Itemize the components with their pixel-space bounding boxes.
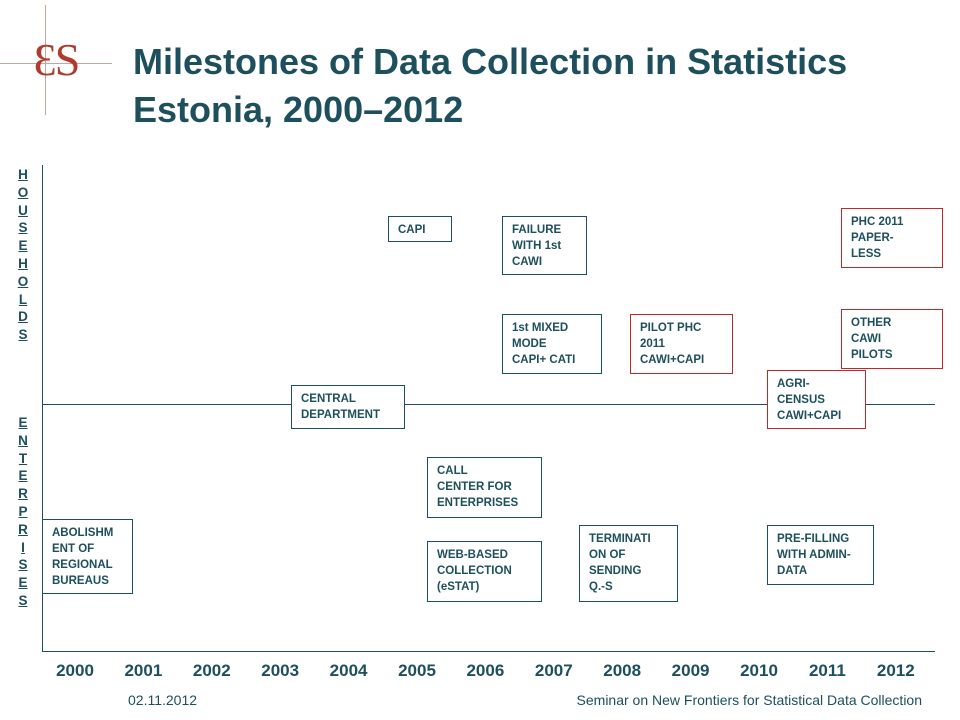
section-label-letter: S	[18, 327, 28, 343]
year-label: 2003	[261, 661, 300, 680]
year-label: 2004	[329, 661, 368, 680]
section-label-letter: R	[18, 521, 28, 537]
section-label-letter: S	[18, 220, 28, 236]
footer-seminar-title: Seminar on New Frontiers for Statistical…	[576, 692, 922, 708]
milestone-web-based: WEB-BASED COLLECTION (eSTAT)	[427, 541, 542, 602]
year-label: 2006	[466, 661, 505, 680]
logo-crosshair-vertical	[45, 5, 46, 115]
section-label-letter: R	[18, 486, 28, 502]
section-label-letter: H	[18, 167, 28, 182]
year-label: 2012	[876, 661, 915, 680]
year-label: 2008	[603, 661, 642, 680]
section-label-letter: D	[18, 309, 28, 325]
section-label-letter: I	[21, 539, 25, 555]
year-label: 2005	[398, 661, 436, 680]
milestone-pre-filling: PRE-FILLING WITH ADMIN- DATA	[767, 525, 874, 585]
milestone-central-department: CENTRAL DEPARTMENT	[291, 385, 405, 429]
milestone-agri-census: AGRI- CENSUS CAWI+CAPI	[767, 370, 866, 429]
milestone-termination: TERMINATI ON OF SENDING Q.-S	[579, 525, 678, 602]
year-label: 2000	[56, 661, 94, 680]
section-label-letter: U	[18, 202, 28, 218]
section-label-letter: T	[18, 450, 28, 466]
milestone-call-center: CALL CENTER FOR ENTERPRISES	[427, 457, 542, 518]
section-label-letter: O	[17, 184, 29, 200]
milestone-pilot-phc: PILOT PHC 2011 CAWI+CAPI	[630, 314, 733, 374]
year-label: 2001	[124, 661, 163, 680]
section-label-letter: E	[18, 575, 28, 591]
logo-crosshair-horizontal	[0, 63, 112, 64]
year-axis: 2000 2001 2002 2003 2004 2005 2006 2007 2008 2009…	[42, 661, 935, 685]
section-label-letter: O	[17, 273, 29, 289]
section-label-letter: S	[18, 592, 28, 608]
milestone-failure-cawi: FAILURE WITH 1st CAWI	[502, 216, 587, 275]
year-label: 2002	[192, 661, 231, 680]
year-label: 2009	[671, 661, 710, 680]
section-label-letter: S	[18, 557, 28, 573]
milestone-phc-paperless: PHC 2011 PAPER- LESS	[841, 208, 943, 268]
timeline-axis-line	[42, 651, 935, 652]
milestone-capi: CAPI	[388, 216, 452, 242]
section-label-letter: L	[18, 291, 28, 307]
section-label-letter: H	[18, 255, 28, 271]
statistics-estonia-logo: ƐS	[33, 34, 81, 85]
section-label-letter: N	[18, 432, 28, 448]
milestone-other-cawi: OTHER CAWI PILOTS	[841, 309, 943, 369]
slide-title: Milestones of Data Collection in Statist…	[133, 41, 848, 130]
footer-date: 02.11.2012	[128, 692, 198, 708]
section-label-letter: E	[18, 468, 28, 484]
section-label-letter: E	[18, 238, 28, 254]
milestone-abolishment: ABOLISHM ENT OF REGIONAL BUREAUS	[42, 519, 133, 594]
households-enterprises-divider	[42, 404, 935, 405]
section-label-letter: P	[18, 503, 28, 519]
milestone-mixed-mode: 1st MIXED MODE CAPI+ CATI	[502, 314, 602, 374]
year-label: 2007	[534, 661, 573, 680]
year-label: 2011	[808, 661, 846, 680]
vertical-axis-line	[42, 165, 43, 652]
section-label-letter: E	[18, 415, 28, 430]
year-label: 2010	[740, 661, 778, 680]
